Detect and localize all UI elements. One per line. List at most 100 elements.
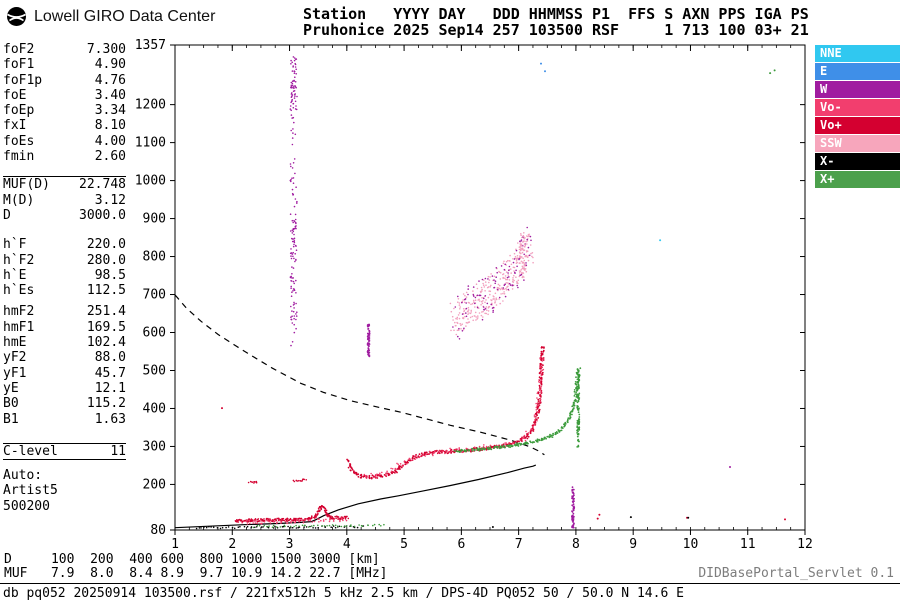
param-value: 251.4 [86, 304, 126, 320]
param-row-hE: h`E 98.5 [3, 268, 126, 283]
param-row-hF2: h`F2 280.0 [3, 253, 126, 268]
svg-text:600: 600 [143, 326, 166, 341]
svg-text:1200: 1200 [135, 98, 166, 113]
muf-table-muf-row: MUF 7.9 8.0 8.4 8.9 9.7 10.9 14.2 22.7 [… [4, 566, 388, 581]
logo-text: Lowell GIRO Data Center [34, 7, 216, 25]
svg-text:3: 3 [286, 537, 294, 552]
param-label: C-level [3, 443, 58, 459]
param-value: 2.60 [94, 149, 126, 165]
svg-text:300: 300 [143, 439, 166, 454]
param-label: foF1 [3, 57, 35, 73]
param-row-hF: h`F 220.0 [3, 237, 126, 252]
param-label: foEp [3, 103, 35, 119]
param-row-D: D 3000.0 [3, 208, 126, 223]
param-label: yF2 [3, 350, 27, 366]
param-value: 45.7 [94, 365, 126, 381]
legend-item-x-minus: X- [815, 153, 900, 170]
header-line1: Station YYYY DAY DDD HHMMSS P1 FFS S AXN… [303, 5, 809, 23]
auto-title: Auto: [3, 468, 126, 483]
parameter-panel: foF2 7.300 foF1 4.90 foF1p 4.76 foE 3.40 foE… [3, 42, 126, 514]
svg-text:700: 700 [143, 288, 166, 303]
svg-text:7: 7 [515, 537, 523, 552]
separator [3, 176, 126, 178]
param-label: hmE [3, 335, 27, 351]
legend-item-w: W [815, 81, 900, 98]
separator [3, 459, 126, 461]
param-row-yF2: yF2 88.0 [3, 350, 126, 365]
param-label: D [3, 207, 11, 223]
param-row-fmin: fmin 2.60 [3, 149, 126, 164]
param-label: foEs [3, 133, 35, 149]
param-row-foE: foE 3.40 [3, 88, 126, 103]
param-value: 3000.0 [79, 207, 126, 223]
param-value: 169.5 [86, 319, 126, 335]
svg-text:80: 80 [150, 523, 166, 538]
status-bar: db pq052 20250914 103500.rsf / 221fx512h… [3, 586, 684, 600]
param-row-B0: B0 115.2 [3, 396, 126, 411]
param-label: B0 [3, 396, 19, 412]
auto-version-text: 500200 [3, 498, 50, 514]
param-value: 280.0 [86, 252, 126, 268]
legend-label: X- [820, 154, 835, 168]
param-value: 7.300 [86, 42, 126, 57]
legend: NNE E W Vo- Vo+ SSW X- X+ [815, 45, 900, 189]
param-row-foEs: foEs 4.00 [3, 134, 126, 149]
param-row-B1: B1 1.63 [3, 412, 126, 427]
svg-text:4: 4 [343, 537, 351, 552]
param-row-MD: M(D) 3.12 [3, 193, 126, 208]
legend-item-e: E [815, 63, 900, 80]
param-value: 3.40 [94, 87, 126, 103]
param-value: 4.90 [94, 57, 126, 73]
separator [3, 442, 126, 444]
param-value: 4.00 [94, 133, 126, 149]
param-label: h`F2 [3, 252, 35, 268]
param-label: hmF2 [3, 304, 35, 320]
legend-item-ssw: SSW [815, 135, 900, 152]
legend-item-x-plus: X+ [815, 171, 900, 188]
param-label: B1 [3, 411, 19, 427]
param-value: 220.0 [86, 237, 126, 253]
param-value: 8.10 [94, 118, 126, 134]
param-row-foF1: foF1 4.90 [3, 57, 126, 72]
svg-text:8: 8 [572, 537, 580, 552]
param-label: MUF(D) [3, 177, 50, 193]
param-label: h`F [3, 237, 27, 253]
svg-text:10: 10 [683, 537, 699, 552]
auto-method: Artist5 [3, 483, 126, 498]
param-label: hmF1 [3, 319, 35, 335]
param-label: foF1p [3, 72, 43, 88]
param-row-yF1: yF1 45.7 [3, 366, 126, 381]
legend-label: SSW [820, 136, 842, 150]
svg-text:9: 9 [629, 537, 637, 552]
giro-logo-icon [7, 7, 26, 26]
svg-text:5: 5 [400, 537, 408, 552]
muf-table-distance-row: D 100 200 400 600 800 1000 1500 3000 [km… [4, 552, 380, 567]
svg-text:1357: 1357 [135, 38, 166, 53]
svg-text:800: 800 [143, 250, 166, 265]
param-value: 3.12 [94, 192, 126, 208]
param-row-hmE: hmE 102.4 [3, 335, 126, 350]
param-row-fxI: fxI 8.10 [3, 118, 126, 133]
param-label: fxI [3, 118, 27, 134]
param-label: yE [3, 380, 19, 396]
param-value: 1.63 [94, 411, 126, 427]
auto-title-text: Auto: [3, 468, 43, 484]
param-value: 4.76 [94, 72, 126, 88]
param-row-c-level: C-level 11 [3, 444, 126, 459]
param-label: foE [3, 87, 27, 103]
legend-label: E [820, 64, 828, 78]
param-value: 115.2 [86, 396, 126, 412]
param-row-foF2: foF2 7.300 [3, 42, 126, 57]
param-value: 88.0 [94, 350, 126, 366]
svg-text:400: 400 [143, 401, 166, 416]
param-value: 22.748 [79, 177, 126, 193]
svg-text:11: 11 [740, 537, 756, 552]
svg-text:1000: 1000 [135, 174, 166, 189]
param-value: 3.34 [94, 103, 126, 119]
param-value: 11 [110, 443, 126, 459]
svg-text:2: 2 [228, 537, 236, 552]
param-row-foF1p: foF1p 4.76 [3, 73, 126, 88]
legend-item-vo-minus: Vo- [815, 99, 900, 116]
